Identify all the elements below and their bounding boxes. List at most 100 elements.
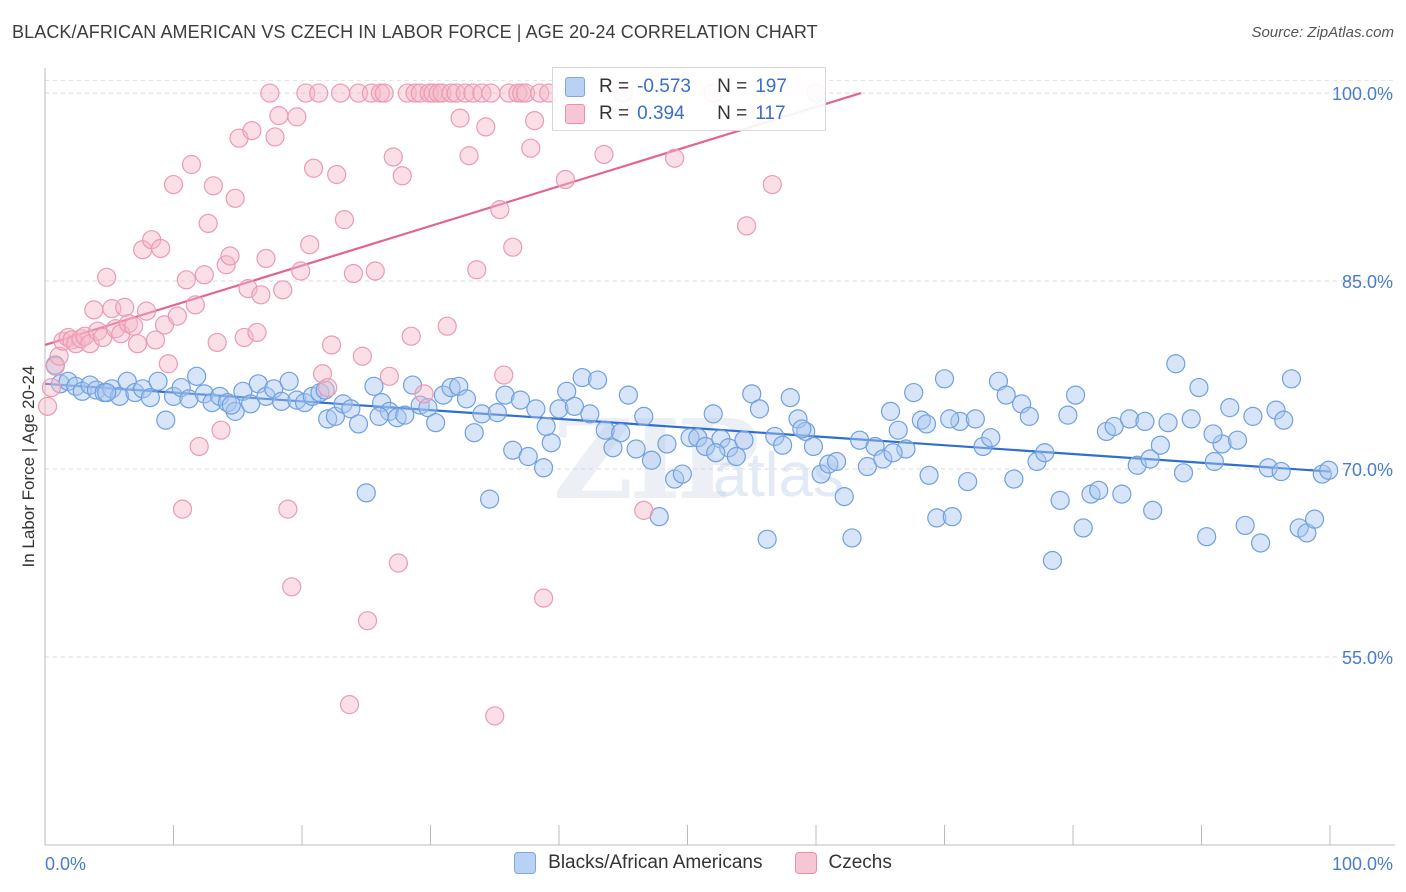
- point-czechs: [136, 301, 157, 321]
- point-blacks: [464, 423, 484, 443]
- point-blacks: [911, 410, 931, 430]
- point-czechs: [220, 246, 240, 266]
- point-blacks: [518, 446, 538, 467]
- point-blacks: [480, 489, 500, 509]
- point-czechs: [481, 83, 501, 103]
- point-blacks: [726, 446, 746, 467]
- point-czechs: [194, 265, 214, 285]
- point-blacks: [1258, 458, 1278, 478]
- point-blacks: [803, 436, 824, 457]
- stats-legend: R = -0.573 N = 197 R = 0.394 N = 117: [552, 67, 826, 131]
- point-blacks: [341, 399, 361, 419]
- point-blacks: [533, 458, 554, 478]
- point-czechs: [374, 83, 394, 103]
- point-blacks: [1073, 518, 1093, 538]
- point-blacks: [1019, 406, 1039, 426]
- point-blacks: [940, 409, 960, 429]
- point-blacks: [109, 386, 130, 406]
- point-blacks: [780, 387, 800, 408]
- point-czechs: [494, 365, 514, 385]
- point-blacks: [1158, 413, 1178, 433]
- point-blacks: [857, 456, 878, 477]
- point-blacks: [1251, 533, 1271, 553]
- point-czechs: [49, 346, 69, 366]
- point-blacks: [564, 396, 585, 416]
- point-blacks: [742, 384, 762, 404]
- point-czechs: [303, 158, 324, 178]
- point-blacks: [1150, 435, 1170, 455]
- point-blacks: [919, 465, 939, 485]
- point-czechs: [145, 330, 166, 350]
- legend-row-czechs: R = 0.394 N = 117: [565, 100, 786, 128]
- x-tick-label: 100.0%: [1332, 854, 1393, 874]
- point-blacks: [1189, 377, 1209, 398]
- point-czechs: [115, 297, 135, 317]
- point-blacks: [318, 409, 338, 429]
- point-czechs: [127, 334, 148, 354]
- trend-lines: [44, 92, 1331, 473]
- point-blacks: [772, 435, 793, 455]
- legend-item-blacks[interactable]: Blacks/African Americans: [514, 852, 763, 874]
- point-blacks: [156, 410, 176, 430]
- point-blacks: [927, 508, 947, 528]
- point-czechs: [256, 248, 276, 269]
- point-czechs: [278, 499, 298, 519]
- point-blacks: [241, 394, 261, 414]
- point-czechs: [555, 169, 576, 190]
- point-blacks: [916, 414, 937, 434]
- point-blacks: [140, 387, 160, 408]
- point-blacks: [1243, 406, 1263, 426]
- point-blacks: [680, 428, 700, 448]
- point-blacks: [97, 382, 117, 403]
- point-blacks: [572, 367, 592, 388]
- point-czechs: [211, 420, 231, 440]
- point-blacks: [842, 528, 862, 548]
- point-blacks: [536, 416, 556, 437]
- point-blacks: [1319, 460, 1339, 480]
- point-blacks: [1140, 449, 1160, 469]
- point-czechs: [357, 611, 378, 631]
- legend-item-czechs[interactable]: Czechs: [794, 852, 892, 874]
- point-czechs: [97, 267, 117, 287]
- point-blacks: [472, 404, 492, 424]
- axis-labels: 55.0% 70.0% 85.0% 100.0% 0.0% 100.0% In Labor …: [19, 84, 1393, 874]
- point-czechs: [198, 213, 218, 233]
- point-blacks: [1104, 416, 1124, 437]
- point-blacks: [1065, 385, 1086, 405]
- data-points: [37, 83, 1339, 726]
- point-blacks: [557, 381, 577, 401]
- point-blacks: [734, 430, 754, 450]
- point-czechs: [737, 216, 757, 236]
- r-value: -0.573: [637, 76, 691, 97]
- point-czechs: [176, 270, 196, 290]
- point-blacks: [171, 377, 191, 398]
- point-blacks: [958, 471, 978, 492]
- n-value: 197: [755, 76, 787, 97]
- point-blacks: [641, 450, 662, 470]
- point-blacks: [549, 399, 569, 419]
- y-tick-label: 70.0%: [1342, 460, 1393, 480]
- point-blacks: [541, 433, 561, 453]
- point-czechs: [490, 200, 510, 220]
- point-czechs: [41, 377, 62, 398]
- legend-label: Czechs: [828, 852, 892, 873]
- point-blacks: [1220, 398, 1240, 418]
- point-czechs: [330, 83, 351, 103]
- trend-line-czechs: [44, 92, 862, 347]
- point-czechs: [414, 384, 434, 404]
- point-czechs: [459, 146, 479, 166]
- point-blacks: [1042, 550, 1063, 571]
- point-blacks: [72, 381, 92, 401]
- point-czechs: [203, 176, 223, 196]
- r-label: R =: [599, 103, 630, 124]
- point-blacks: [433, 385, 453, 405]
- point-czechs: [309, 83, 329, 103]
- point-blacks: [1235, 515, 1255, 536]
- x-tick-label: 0.0%: [45, 854, 86, 874]
- legend-swatch-pink: [565, 104, 585, 124]
- point-czechs: [265, 127, 285, 147]
- point-czechs: [665, 148, 685, 168]
- point-czechs: [762, 174, 782, 195]
- legend-swatch-blue: [514, 852, 537, 874]
